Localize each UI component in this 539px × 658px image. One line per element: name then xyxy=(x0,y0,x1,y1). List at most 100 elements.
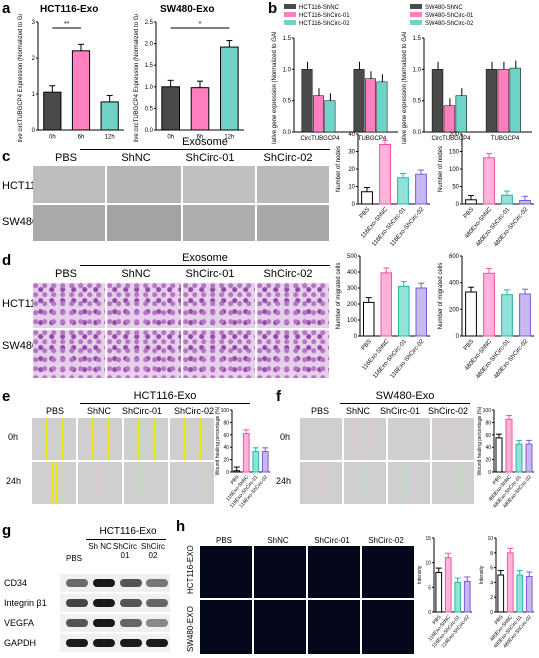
transwell-image xyxy=(183,283,255,328)
col-header: ShCirc-02 xyxy=(368,536,404,545)
col-header: ShCirc-02 xyxy=(263,268,313,280)
protein-label: VEGFA xyxy=(4,618,35,628)
col-header: ShNC xyxy=(267,536,289,545)
chart-b2: 0.0 0.5 1.0 1.5 Relative gene expression (No… xyxy=(402,32,532,144)
y-tick-label: 60 xyxy=(223,433,229,439)
y-tick-label: 0 xyxy=(352,202,356,208)
y-tick-label: 0.0 xyxy=(413,130,422,136)
tube-image xyxy=(257,205,329,241)
y-tick-label: 600 xyxy=(449,254,460,260)
wound-image xyxy=(388,418,430,460)
y-tick-label: 0.5 xyxy=(145,106,154,112)
tube-image xyxy=(33,166,105,203)
transwell-image xyxy=(257,330,329,378)
protein-label: GAPDH xyxy=(4,638,37,648)
bar xyxy=(465,199,477,205)
bar xyxy=(361,191,373,205)
wound-image xyxy=(170,418,214,460)
y-tick-label: 1.0 xyxy=(283,67,292,73)
chart-b1: 0.0 0.5 1.0 1.5 Relative gene expression (No… xyxy=(272,32,398,144)
chart-h1: 051015IntensityPBS116Exo-ShNC116Exo-ShCi… xyxy=(417,536,472,649)
wound-image xyxy=(432,462,474,504)
bar xyxy=(515,443,523,473)
fluorescence-image xyxy=(200,546,252,598)
col-header: ShCirc-01 xyxy=(185,268,235,280)
bar xyxy=(312,95,324,133)
y-tick-label: 0.5 xyxy=(283,99,292,105)
y-axis-label: Intensity xyxy=(479,565,485,584)
panel-label-c: c xyxy=(2,148,11,165)
wound-image xyxy=(344,462,386,504)
legend-item: HCT116-ShCirc-01 xyxy=(284,12,350,20)
bar xyxy=(398,285,410,337)
y-tick-label: 5 xyxy=(428,585,431,591)
fluorescence-image xyxy=(362,546,414,598)
y-tick-label: 60 xyxy=(485,433,491,439)
bar xyxy=(455,95,467,133)
y-tick-label: 1 xyxy=(32,92,36,98)
x-tick-label: 116Exo-ShCirc-01 xyxy=(371,206,407,246)
bar xyxy=(364,78,376,133)
bar xyxy=(363,301,375,337)
y-axis-label: Wound healing percentage (%) xyxy=(215,406,221,475)
y-tick-label: 0 xyxy=(32,128,36,134)
bar xyxy=(435,572,443,613)
fluorescence-image xyxy=(254,600,306,654)
y-tick-label: 2 xyxy=(32,56,36,62)
col-header: ShCirc-01 xyxy=(314,536,350,545)
transwell-image xyxy=(257,283,329,328)
y-tick-label: 1.0 xyxy=(413,67,422,73)
y-tick-label: 0 xyxy=(226,470,229,476)
panel-e-title: HCT116-Exo xyxy=(133,390,197,402)
exosome-header-d: Exosome xyxy=(182,252,228,264)
bar xyxy=(465,291,477,337)
wound-image xyxy=(32,418,76,460)
panel-g-bracket xyxy=(86,539,166,540)
tube-image xyxy=(183,205,255,241)
wound-image xyxy=(170,462,214,504)
exosome-header-c: Exosome xyxy=(182,136,228,148)
wound-image xyxy=(300,418,342,460)
y-axis-label: Number of migrated cells xyxy=(438,263,444,330)
legend-item: SW480-ShCirc-02 xyxy=(410,20,473,28)
bar xyxy=(353,69,365,133)
bar xyxy=(506,552,514,613)
wound-image xyxy=(300,462,342,504)
bar xyxy=(483,272,495,337)
y-tick-label: 2 xyxy=(490,595,493,601)
y-axis-label: Number of nodes xyxy=(438,146,444,192)
y-tick-label: 3 xyxy=(32,20,36,26)
y-tick-label: 0.0 xyxy=(283,130,292,136)
bar xyxy=(324,100,336,133)
row-label: 24h xyxy=(6,476,22,486)
tube-image xyxy=(107,166,181,203)
panel-g-title: HCT116-Exo xyxy=(99,526,157,537)
protein-label: Integrin β1 xyxy=(4,598,47,608)
transwell-image xyxy=(33,330,105,378)
wound-image xyxy=(388,462,430,504)
x-tick-label: 116Exo-ShCirc-02 xyxy=(389,206,425,246)
x-tick-label: 6h xyxy=(78,134,85,140)
tube-image xyxy=(107,205,181,241)
y-tick-label: 50 xyxy=(452,185,459,191)
y-tick-label: 2.5 xyxy=(145,20,154,26)
bar xyxy=(415,287,427,337)
wound-image xyxy=(344,418,386,460)
x-tick-label: 12h xyxy=(105,134,115,140)
y-tick-label: 100 xyxy=(221,408,230,414)
row-label: SW480-EXO xyxy=(186,606,195,652)
legend-b-right: SW480-ShNC SW480-ShCirc-01 SW480-ShCirc-… xyxy=(410,4,473,28)
tube-image xyxy=(257,166,329,203)
bar xyxy=(261,451,269,473)
x-tick-label: 12h xyxy=(224,134,234,140)
bar xyxy=(501,294,513,337)
bar xyxy=(497,574,505,613)
y-tick-label: 300 xyxy=(347,286,358,292)
y-tick-label: 1.5 xyxy=(145,63,154,69)
y-tick-label: 80 xyxy=(485,420,491,426)
wound-image xyxy=(78,462,122,504)
x-tick-label: PBS xyxy=(463,207,475,220)
row-label: HCT116 xyxy=(2,298,43,310)
